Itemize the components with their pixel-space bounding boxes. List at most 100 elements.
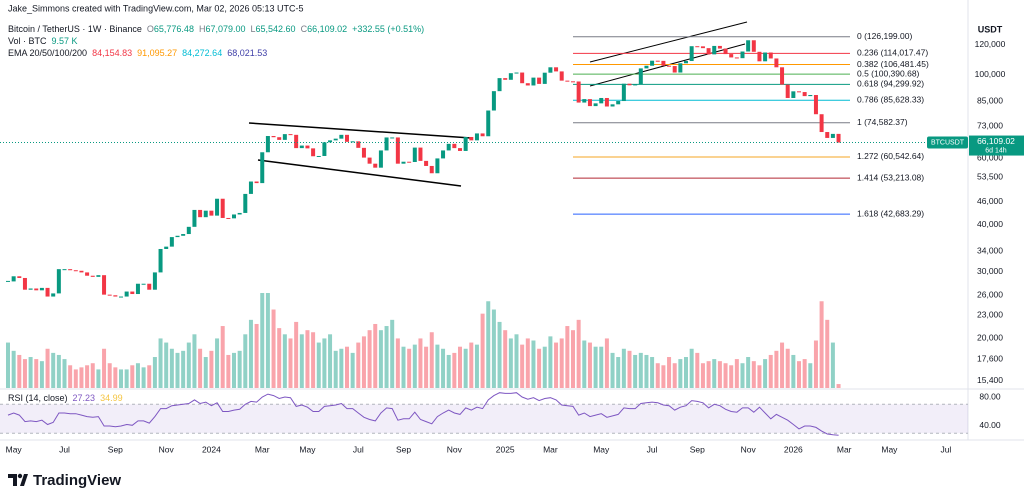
candle — [322, 142, 327, 156]
volume-bar — [265, 293, 270, 388]
volume-bar — [73, 369, 78, 388]
candle — [73, 270, 78, 272]
candle — [678, 63, 683, 73]
volume-bar — [271, 309, 276, 388]
volume-bar — [830, 342, 835, 388]
volume-bar — [260, 293, 265, 388]
volume-bar — [96, 369, 101, 388]
candle — [294, 134, 299, 149]
x-tick-label: Sep — [108, 444, 123, 454]
volume-bar — [390, 319, 395, 388]
volume-bar — [503, 330, 508, 388]
candle — [633, 84, 638, 86]
ohlc-value: 65,776.48 — [154, 24, 194, 34]
volume-bar — [672, 363, 677, 388]
volume-bar — [282, 334, 287, 388]
candle — [520, 72, 525, 84]
candle — [277, 137, 282, 140]
volume-bar — [751, 361, 756, 388]
volume-bar — [757, 365, 762, 388]
volume-bar — [373, 323, 378, 388]
trendline — [248, 122, 472, 139]
x-tick-label: May — [593, 444, 610, 454]
candle — [147, 283, 152, 290]
volume-bar — [491, 309, 496, 388]
candle — [791, 91, 796, 98]
volume-bar — [700, 363, 705, 388]
candle — [192, 209, 197, 227]
x-tick-label: Jul — [647, 444, 658, 454]
volume-bar — [542, 346, 547, 388]
candle — [616, 101, 621, 105]
volume-bar — [633, 354, 638, 388]
candle — [130, 291, 135, 295]
x-tick-label: May — [881, 444, 898, 454]
candle — [684, 61, 688, 64]
candle — [45, 287, 50, 297]
candle — [627, 83, 632, 86]
legend-ema: EMA 20/50/100/200 84,154.83 91,095.27 84,27… — [8, 48, 267, 58]
candle — [186, 226, 191, 235]
ohlc-value: 67,079.00 — [205, 24, 245, 34]
volume-bar — [836, 384, 841, 388]
volume-bar — [124, 369, 129, 388]
volume-bar — [768, 354, 773, 388]
candle — [542, 72, 547, 84]
volume-bar — [237, 350, 242, 388]
volume-bar — [797, 361, 801, 388]
price-tag-price: 66,109.02 — [977, 136, 1015, 146]
candle — [638, 68, 643, 85]
volume-bar — [695, 352, 700, 388]
candle — [554, 67, 559, 72]
volume-bar — [452, 352, 457, 388]
volume-bar — [638, 352, 643, 388]
volume-bar — [604, 338, 609, 388]
volume-bar — [226, 354, 231, 388]
candle — [734, 57, 739, 59]
candle — [808, 94, 813, 97]
candle — [480, 133, 485, 137]
candle — [305, 145, 310, 149]
volume-bar — [531, 340, 536, 388]
volume-bar — [610, 352, 615, 388]
candle — [367, 157, 372, 164]
volume-bar — [813, 340, 818, 388]
ema-value: 84,272.64 — [182, 48, 222, 58]
volume-bar — [130, 365, 135, 388]
price-tag-symbol-box — [927, 136, 968, 149]
y-tick-label: 23,000 — [977, 310, 1003, 320]
volume-bar — [655, 363, 660, 388]
fib-label: 1 (74,582.37) — [857, 117, 908, 127]
rsi-tick-label: 80.00 — [979, 391, 1001, 401]
volume-bar — [220, 326, 225, 388]
volume-bar — [599, 346, 604, 388]
volume-bar — [198, 348, 203, 388]
legend-volume: Vol · BTC 9.57 K — [8, 36, 78, 46]
volume-bar — [582, 340, 587, 388]
rsi-line — [7, 392, 839, 436]
volume-bar — [384, 326, 389, 388]
volume-bar — [401, 346, 406, 388]
volume-bar — [424, 346, 429, 388]
candle — [79, 270, 84, 273]
candle — [333, 138, 338, 141]
y-tick-label: 100,000 — [975, 69, 1006, 79]
candle — [282, 134, 287, 140]
candle — [548, 67, 553, 73]
price-tag-box — [969, 135, 1024, 156]
volume-bar — [548, 336, 553, 388]
x-tick-label: Mar — [255, 444, 270, 454]
volume-bar — [169, 348, 174, 388]
volume-bar — [480, 313, 485, 388]
candle — [22, 277, 27, 290]
fib-label: 1.272 (60,542.64) — [857, 151, 924, 161]
candle — [412, 147, 417, 163]
candle — [819, 114, 824, 133]
price-tag-countdown: 6d 14h — [985, 147, 1007, 154]
candle — [429, 165, 434, 174]
volume-bar — [616, 357, 621, 388]
fib-label: 0 (126,199.00) — [857, 31, 912, 41]
rsi-ma: 34.99 — [100, 393, 123, 403]
candle — [458, 148, 462, 151]
volume-bar — [294, 321, 299, 388]
